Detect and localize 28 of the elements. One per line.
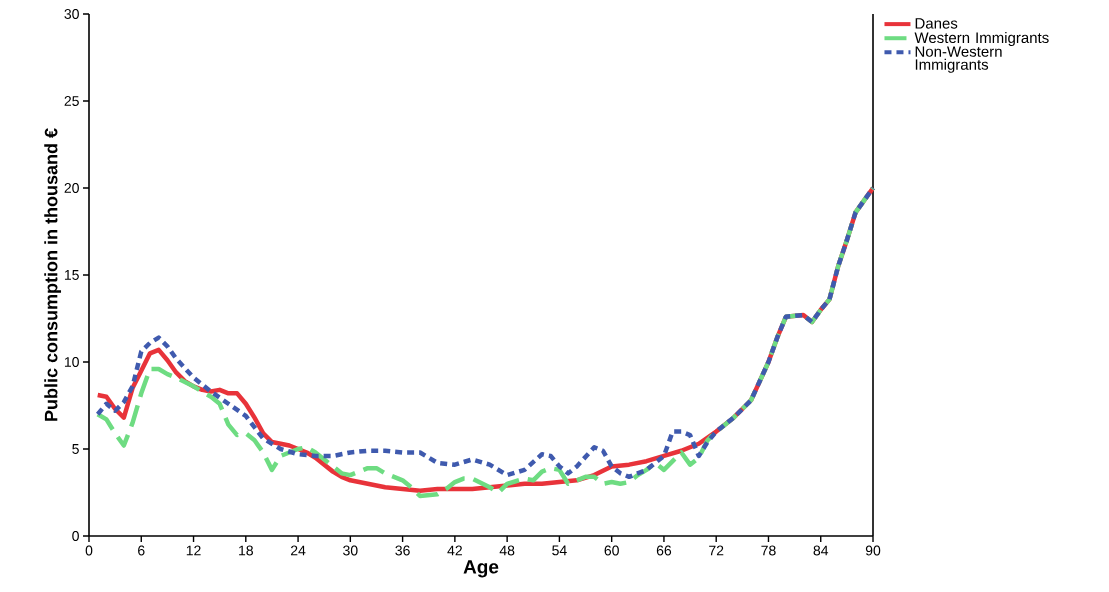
x-tick-label: 78 bbox=[761, 545, 776, 556]
x-tick-label: 48 bbox=[499, 545, 515, 556]
legend-label: Western Immigrants bbox=[914, 32, 1049, 46]
y-tick-label: 5 bbox=[72, 444, 79, 454]
y-tick-label: 15 bbox=[64, 270, 79, 280]
y-tick-label: 30 bbox=[64, 9, 79, 19]
x-tick-label: 90 bbox=[865, 545, 881, 556]
x-tick-label: 0 bbox=[85, 545, 93, 556]
y-tick-label: 20 bbox=[64, 183, 79, 193]
x-tick-label: 42 bbox=[447, 545, 462, 556]
legend-label: Danes bbox=[915, 18, 958, 29]
y-axis-title: Public consumption in thousand € bbox=[44, 128, 62, 421]
x-tick-label: 60 bbox=[604, 545, 619, 556]
x-tick-label: 66 bbox=[656, 545, 672, 556]
y-tick-label: 10 bbox=[64, 357, 79, 367]
y-tick-label: 25 bbox=[64, 96, 79, 106]
x-tick-label: 12 bbox=[186, 545, 201, 556]
x-tick-label: 54 bbox=[552, 545, 567, 556]
x-tick-label: 18 bbox=[239, 545, 253, 556]
x-tick-label: 6 bbox=[138, 545, 145, 556]
x-tick-label: 36 bbox=[395, 545, 410, 556]
x-axis-title: Age bbox=[463, 560, 499, 578]
y-tick-label: 0 bbox=[72, 531, 79, 541]
x-tick-label: 72 bbox=[709, 545, 724, 556]
x-tick-label: 84 bbox=[813, 545, 829, 556]
x-tick-label: 30 bbox=[343, 545, 358, 556]
legend-label: Non-Western Immigrants bbox=[915, 46, 1002, 73]
x-tick-label: 24 bbox=[290, 545, 306, 556]
